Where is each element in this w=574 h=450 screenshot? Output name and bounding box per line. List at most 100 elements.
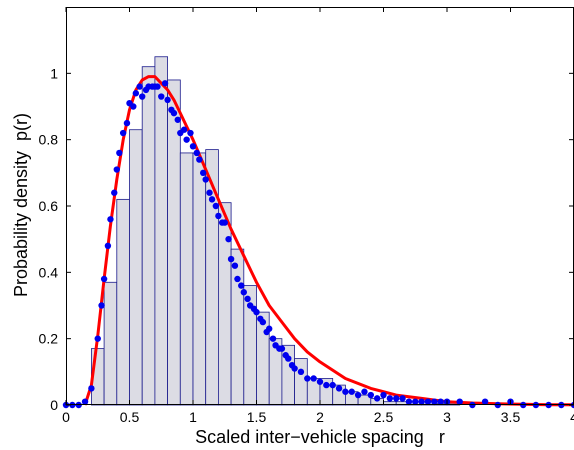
scatter-point [342,388,349,395]
histogram-bar [141,66,156,406]
x-axis-title: Scaled inter−vehicle spacing r [195,427,445,447]
x-tick-label: 1 [189,409,197,425]
scatter-point [130,103,137,110]
scatter-point [266,325,273,332]
x-tick-label: 1.5 [247,409,267,425]
tick-layer: 0 0.5 1 1.5 2 2.5 3 3.5 4 0 0.2 0.4 0.6 0.8 1 [39,7,574,425]
y-tick-label: 0.4 [39,264,59,280]
scatter-point [367,391,374,399]
y-tick-label: 0.8 [39,132,59,148]
scatter-point [98,302,105,309]
scatter-point [187,129,194,137]
scatter-point [170,109,178,117]
scatter-point [238,282,245,289]
scatter-point [405,398,413,405]
y-tick-label: 0.2 [39,331,59,347]
scatter-point [329,381,336,389]
scatter-point [174,116,181,123]
scatter-point [104,242,112,249]
y-tick-label: 1 [50,65,58,81]
histogram-bar [154,56,168,406]
scatter-point [399,395,406,402]
scatter-point [380,391,387,399]
histogram-bar [230,248,245,406]
scatter-point [269,335,277,342]
scatter-point [234,275,241,283]
scatter-point [310,375,317,382]
scatter-point [215,212,222,220]
histogram-bar [217,202,232,406]
x-tick-label: 0.5 [120,409,140,425]
scatter-point [297,368,305,376]
scatter-point [285,355,292,362]
x-tick-label: 3.5 [501,409,521,425]
scatter-point [348,388,355,395]
scatter-point [253,308,260,316]
histogram-bar [192,152,207,406]
scatter-point [196,156,203,163]
histogram-bar [103,281,118,406]
x-tick-label: 2.5 [374,409,394,425]
scatter-point [164,96,171,104]
scatter-point [100,275,108,283]
scatter-point [154,83,161,90]
scatter-point [373,395,381,402]
scatter-point [161,80,169,87]
scatter-point [227,255,235,263]
scatter-point [81,398,89,405]
scatter-point [225,235,232,243]
scatter-layer [62,80,574,409]
scatter-point [111,189,118,196]
y-tick-label: 0.6 [39,198,59,214]
scatter-point [386,395,394,402]
scatter-point [481,398,489,405]
x-tick-label: 3 [443,409,451,425]
scatter-point [361,388,368,395]
scatter-point [221,219,228,226]
scatter-point [437,398,444,405]
x-tick-label: 4 [570,409,574,425]
scatter-point [354,391,362,399]
scatter-point [189,143,197,150]
y-axis-title: Probability density p(r) [11,113,31,297]
histogram-bar [294,358,308,406]
histogram-bar [116,198,130,406]
scatter-point [132,90,140,97]
scatter-point [158,93,165,100]
scatter-point [323,381,330,389]
scatter-point [208,196,216,203]
scatter-point [139,93,146,100]
x-tick-label: 2 [316,409,324,425]
scatter-point [393,395,400,402]
scatter-point [136,83,143,90]
scatter-point [202,176,209,183]
scatter-point [113,166,121,173]
histogram-layer [91,56,461,406]
y-tick-label: 0 [50,397,58,413]
histogram-bar [167,79,181,406]
scatter-point [88,385,95,392]
scatter-point [231,262,239,269]
scatter-point [123,119,131,127]
histogram-bar [129,129,143,406]
scatter-point [424,398,432,405]
scatter-point [259,318,267,326]
scatter-point [183,136,190,143]
scatter-point [206,189,213,196]
histogram-bar [179,152,194,406]
scatter-point [212,202,220,210]
scatter-point [316,378,324,385]
scatter-point [240,289,247,296]
scatter-point [418,398,425,405]
scatter-point [107,216,114,223]
scatter-point [193,149,201,157]
scatter-point [335,385,343,392]
scatter-point [199,169,207,177]
scatter-point [116,149,123,157]
scatter-point [278,345,286,352]
scatter-point [431,398,438,405]
histogram-bar [256,311,270,406]
scatter-point [180,126,188,133]
scatter-point [412,398,419,405]
scatter-point [119,129,127,137]
